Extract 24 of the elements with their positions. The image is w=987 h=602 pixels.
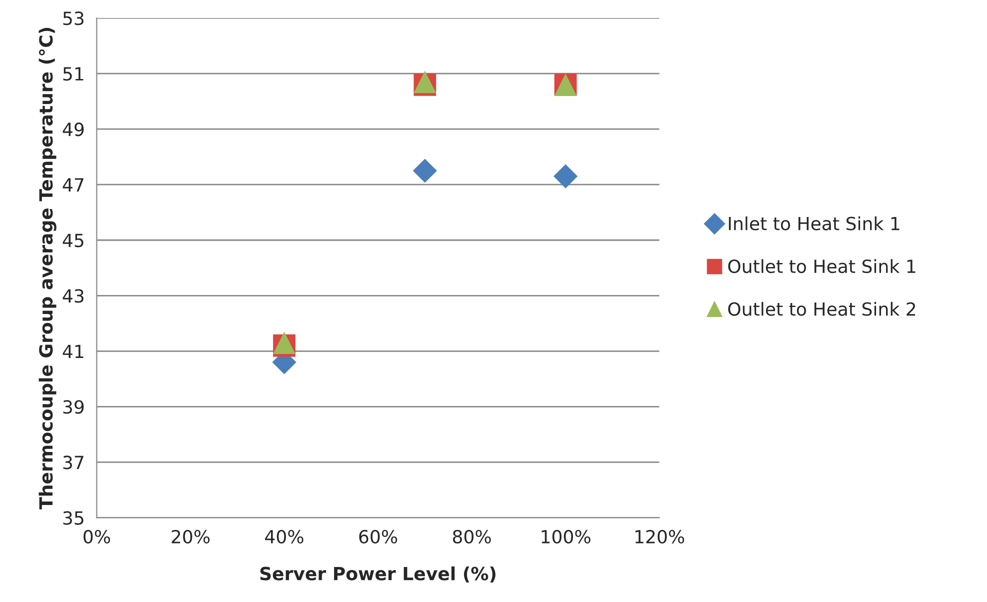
legend-label: Outlet to Heat Sink 2: [728, 302, 916, 316]
x-tick-label: 80%: [452, 530, 491, 544]
point: [412, 158, 437, 183]
legend-label: Outlet to Heat Sink 1: [728, 259, 916, 274]
y-tick-label: 43: [62, 289, 84, 303]
x-tick-label: 0%: [84, 530, 110, 544]
point: [554, 164, 578, 188]
y-tick-label: 53: [63, 12, 84, 26]
y-tick-label: 49: [62, 122, 84, 136]
y-tick-label: 41: [62, 344, 84, 358]
x-axis-title: Server Power Level (%): [260, 566, 496, 583]
y-tick-label: 45: [62, 234, 84, 248]
y-tick-label: 51: [63, 67, 84, 81]
y-tick-label: 39: [63, 400, 84, 414]
x-tick-label: 40%: [265, 530, 304, 544]
y-tick-label: 37: [63, 456, 84, 470]
legend-label: Inlet to Heat Sink 1: [728, 216, 900, 230]
x-tick-label: 60%: [359, 530, 398, 544]
x-tick-label: 120%: [635, 530, 684, 544]
x-tick-label: 100%: [542, 530, 590, 544]
y-tick-label: 35: [63, 511, 84, 525]
x-tick-label: 20%: [172, 530, 210, 544]
y-tick-label: 47: [62, 178, 84, 192]
y-axis-title: Thermocouple Group average Temperature (°C): [38, 28, 56, 510]
